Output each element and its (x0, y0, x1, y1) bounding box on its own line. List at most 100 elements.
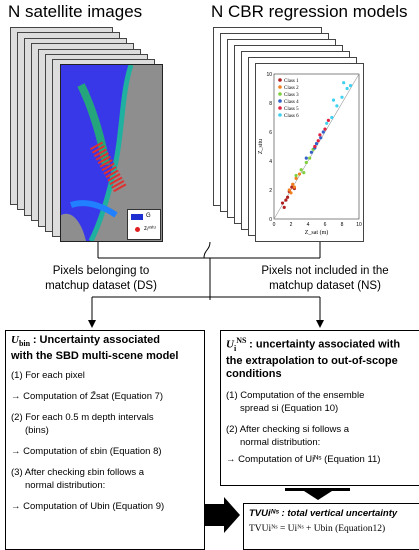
data-point (289, 191, 293, 195)
legend-marker (278, 113, 282, 117)
data-point (348, 84, 353, 88)
data-point (294, 173, 298, 178)
data-point (284, 198, 288, 202)
x-tick-label: 6 (324, 222, 327, 228)
label-ns-line2: matchup dataset (NS) (269, 280, 381, 292)
uins-subscript: i (233, 343, 237, 353)
ubin-step: (bins) (25, 425, 49, 437)
uins-step: (1) Computation of the ensemble (226, 389, 365, 401)
uins-title-rest: : uncertainty associated with (249, 338, 401, 351)
data-point (335, 104, 339, 108)
label-ds-pixels: Pixels belonging to matchup dataset (DS) (26, 264, 176, 294)
data-point (308, 156, 312, 160)
ubin-title-line2: with the SBD multi-scene model (11, 350, 179, 363)
satellite-legend: G zᵢⁿˢᵗᵘ (127, 209, 161, 240)
legend-label: Class 6 (284, 114, 299, 119)
ubin-step: → Computation of Ubin (Equation 9) (11, 501, 165, 513)
x-tick-label: 2 (290, 222, 293, 228)
data-point (345, 86, 349, 91)
data-point (323, 127, 327, 131)
data-point (314, 142, 319, 146)
uins-title: UiNS : uncertainty associated with the e… (226, 334, 417, 381)
x-tick-label: 4 (307, 222, 310, 228)
data-point (321, 130, 325, 134)
uins-step: → Computation of Uiᴺˢ (Equation 11) (226, 453, 381, 465)
y-tick-label: 4 (269, 159, 272, 165)
data-point (325, 121, 329, 125)
ubin-step: → Computation of Z̄sat (Equation 7) (11, 391, 164, 403)
data-point (318, 133, 322, 137)
y-tick-label: 6 (269, 130, 272, 136)
data-point (291, 182, 295, 186)
data-point (292, 185, 296, 189)
data-point (280, 201, 285, 205)
x-axis-label: Z_sat (m) (305, 229, 329, 236)
data-point (282, 205, 286, 209)
data-point (342, 81, 346, 85)
ubin-step: → Computation of εbin (Equation 8) (11, 446, 162, 458)
tvu-equation: TVUiᴺˢ = Uiᴺˢ + Ubin (Equation12) (249, 524, 386, 534)
data-point (313, 144, 317, 149)
ubin-step: (2) For each 0.5 m depth intervals (11, 412, 154, 424)
identity-line (273, 73, 360, 220)
ubin-symbol: U (11, 334, 19, 346)
uins-title-line2: the extrapolation to out-of-scope (226, 354, 398, 367)
data-point (302, 171, 306, 175)
data-point (316, 139, 320, 143)
y-tick-label: 10 (266, 72, 272, 78)
data-point (331, 98, 336, 102)
legend-label: Class 5 (284, 107, 299, 112)
data-point (330, 115, 334, 120)
data-point (304, 156, 308, 160)
legend-label: Class 2 (284, 86, 299, 91)
label-ns-pixels: Pixels not included in the matchup datas… (240, 264, 410, 294)
y-tick-label: 8 (269, 101, 272, 107)
tvu-title: TVUiᴺˢ : total vertical uncertainty (249, 508, 398, 519)
tvu-box: TVUiᴺˢ : total vertical uncertainty TVUi… (243, 503, 419, 550)
uins-superscript: NS (236, 336, 247, 345)
legend-label: Class 4 (284, 100, 299, 105)
data-point (297, 172, 302, 176)
legend-label: Class 1 (284, 79, 299, 84)
label-ns-line1: Pixels not included in the (261, 265, 389, 277)
ubin-step: (3) After checking εbin follows a (11, 467, 145, 479)
x-tick-label: 8 (341, 222, 344, 228)
ubin-title: Ubin : Uncertainty associated with the S… (11, 334, 199, 363)
x-tick-label: 10 (356, 222, 362, 228)
data-point (290, 185, 294, 189)
y-axis-label: Z_situ (258, 139, 264, 154)
legend-marker (278, 92, 282, 96)
ubin-title-rest: : Uncertainty associated (32, 334, 160, 346)
ubin-step: normal distribution: (25, 480, 106, 492)
title-satellite-images: N satellite images (8, 2, 143, 21)
data-point (299, 168, 303, 172)
legend-z-label: zᵢⁿˢᵗᵘ (144, 226, 156, 232)
ubin-box: Ubin : Uncertainty associated with the S… (5, 330, 205, 550)
uins-step: normal distribution: (240, 436, 321, 448)
y-tick-label: 2 (269, 188, 272, 194)
data-point (319, 136, 323, 140)
uins-step: spread si (Equation 10) (240, 402, 339, 414)
legend-marker (278, 78, 282, 82)
label-ds-line1: Pixels belonging to (52, 265, 150, 277)
uins-title-line3: conditions (226, 367, 282, 380)
title-cbr-models: N CBR regression models (211, 2, 408, 21)
data-point (340, 95, 344, 99)
label-ds-line2: matchup dataset (DS) (45, 280, 157, 292)
uins-box: UiNS : uncertainty associated with the e… (220, 330, 419, 486)
data-point (294, 176, 298, 180)
legend-g-label: G (146, 213, 151, 219)
ubin-subscript: bin (18, 339, 31, 349)
data-point (304, 160, 308, 165)
uins-symbol: U (226, 338, 234, 351)
data-point (326, 118, 330, 122)
legend-marker (278, 106, 282, 110)
legend-marker (278, 99, 282, 103)
ubin-step: (1) For each pixel (11, 370, 85, 382)
legend-marker (278, 85, 282, 89)
scatter-chart: 0 2 4 6 8 10 0 2 4 6 8 10 Class 1 Class 2 Class 3 Class… (258, 72, 362, 236)
data-point (286, 195, 290, 199)
data-point (309, 150, 313, 154)
legend-label: Class 3 (284, 93, 299, 98)
